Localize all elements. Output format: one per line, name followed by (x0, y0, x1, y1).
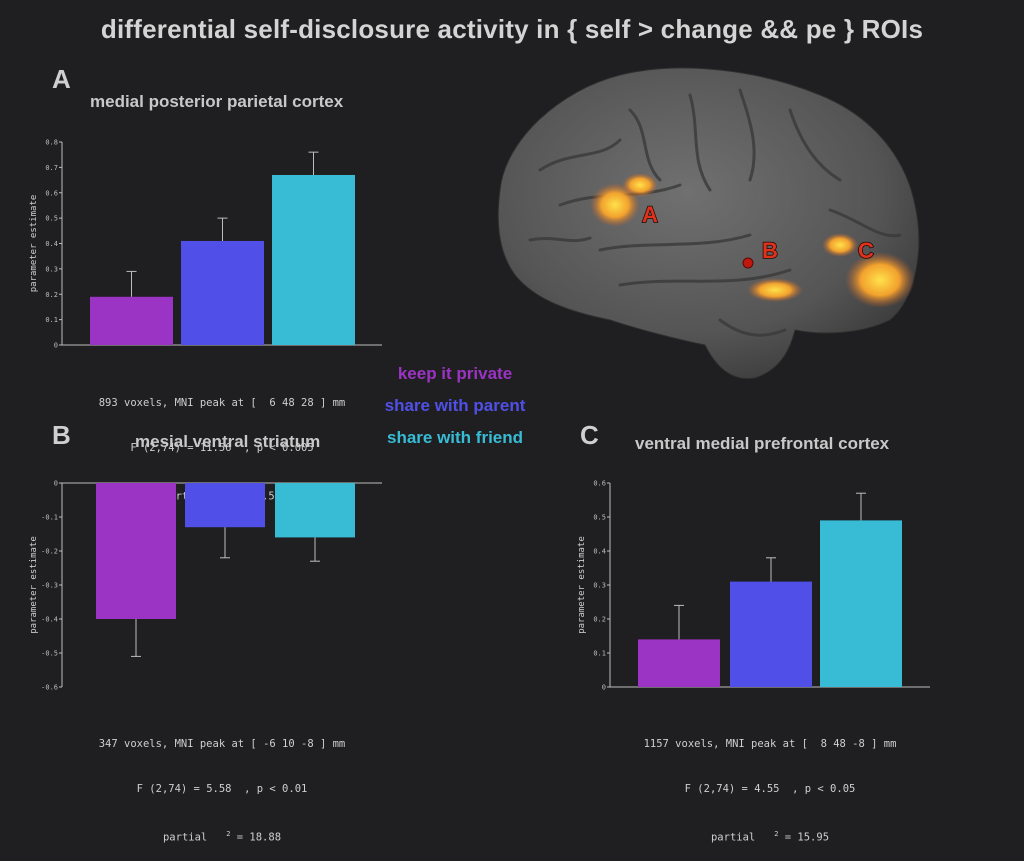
chart-b-ylabel: parameter estimate (29, 536, 39, 634)
brain-label-b: B (762, 238, 778, 263)
activation-blob-b (747, 278, 803, 302)
figure-canvas: A B C 0 0.1 0.2 0.3 0.4 0.5 0.6 0.7 0.8 parameter… (29, 67, 930, 692)
chart-c-tick-label: 0 (602, 684, 606, 692)
chart-a-tick-label: 0.2 (45, 291, 58, 299)
chart-a-tick-label: 0.3 (45, 265, 58, 273)
panel-b-title: mesial ventral striatum (135, 432, 321, 451)
chart-a-tick-label: 0.5 (45, 215, 58, 223)
brain-label-c: C (858, 238, 874, 263)
chart-a-tick-label: 0.6 (45, 189, 58, 197)
chart-c-bar-2 (730, 581, 812, 687)
legend-item-private: keep it private (397, 364, 513, 383)
chart-a-tick-label: 0.1 (45, 316, 58, 324)
chart-c-ylabel: parameter estimate (577, 536, 587, 634)
chart-c-tick-label: 0.4 (593, 548, 606, 556)
panel-b-stats-value: = 18.88 (230, 831, 282, 844)
legend: keep it private share with parent share … (360, 358, 550, 454)
panel-letter-b: B (52, 420, 71, 450)
activation-blob-a2 (622, 173, 658, 197)
chart-a: 0 0.1 0.2 0.3 0.4 0.5 0.6 0.7 0.8 parameter estim… (29, 139, 382, 350)
panel-c-stats-partial: partial (710, 831, 756, 844)
panel-c-stats-value: = 15.95 (778, 831, 830, 844)
chart-b-tick-label: 0 (54, 480, 58, 488)
brain-surface (497, 67, 920, 380)
chart-b-tick-label: -0.6 (41, 684, 58, 692)
legend-item-parent: share with parent (384, 396, 526, 415)
chart-a-tick-label: 0.7 (45, 164, 58, 172)
chart-b-tick-label: -0.3 (41, 582, 58, 590)
panel-b-stats-line2: F (2,74) = 5.58 , p < 0.01 (136, 783, 308, 795)
legend-item-friend: share with friend (386, 428, 524, 447)
chart-a-bar-1 (90, 296, 173, 345)
chart-c-tick-label: 0.1 (593, 650, 606, 658)
chart-b-tick-label: -0.5 (41, 650, 58, 658)
panel-c-stats-line2: F (2,74) = 4.55 , p < 0.05 (684, 783, 856, 795)
panel-a-stats-line2: F (2,74) = 11.56 , p < 0.005 (130, 442, 314, 454)
chart-b-bar-1 (96, 483, 176, 619)
chart-b-tick-label: -0.1 (41, 514, 58, 522)
panel-letter-a: A (52, 64, 71, 94)
chart-b-bar-3 (275, 483, 355, 538)
chart-c: 0 0.1 0.2 0.3 0.4 0.5 0.6 parameter estimate (577, 480, 930, 692)
brain-sulci (528, 88, 902, 337)
panel-b-stats-line3: partial 2 = 18.88 (62, 827, 382, 846)
chart-c-bar-3 (820, 520, 902, 687)
chart-c-tick-label: 0.6 (593, 480, 606, 488)
chart-a-tick-label: 0.8 (45, 139, 58, 147)
chart-b-tick-label: -0.2 (41, 548, 58, 556)
chart-a-ylabel: parameter estimate (29, 195, 39, 293)
activation-blob-c (845, 252, 915, 308)
panel-c-stats-line3: partial 2 = 15.95 (610, 827, 930, 846)
chart-a-tick-label: 0 (54, 342, 58, 350)
peak-marker-b (742, 257, 754, 269)
panel-c-stats-line1: 1157 voxels, MNI peak at [ 8 48 -8 ] mm (643, 738, 897, 750)
chart-c-tick-label: 0.5 (593, 514, 606, 522)
chart-a-bar-3 (272, 174, 355, 345)
activation-blob-a (590, 183, 640, 227)
chart-c-tick-label: 0.3 (593, 582, 606, 590)
chart-b-bar-2 (185, 483, 265, 528)
panel-letter-c: C (580, 420, 599, 450)
chart-b-tick-label: -0.4 (41, 616, 58, 624)
chart-b: -0.6 -0.5 -0.4 -0.3 -0.2 -0.1 0 parameter estim… (29, 480, 382, 692)
panel-b-stats-partial: partial (162, 831, 208, 844)
chart-a-bar-2 (181, 240, 264, 345)
panel-c-title: ventral medial prefrontal cortex (635, 434, 890, 453)
panel-b-stats-line1: 347 voxels, MNI peak at [ -6 10 -8 ] mm (98, 738, 346, 750)
chart-c-bar-1 (638, 639, 720, 687)
brain-label-a: A (642, 202, 658, 227)
figure-title: differential self-disclosure activity in… (100, 14, 924, 44)
brain-illustration: A B C (497, 67, 920, 380)
panel-a-title: medial posterior parietal cortex (90, 92, 344, 111)
chart-c-tick-label: 0.2 (593, 616, 606, 624)
panel-a-stats-line1: 893 voxels, MNI peak at [ 6 48 28 ] mm (98, 397, 346, 409)
activation-blob-c2 (822, 233, 858, 257)
chart-a-tick-label: 0.4 (45, 240, 58, 248)
